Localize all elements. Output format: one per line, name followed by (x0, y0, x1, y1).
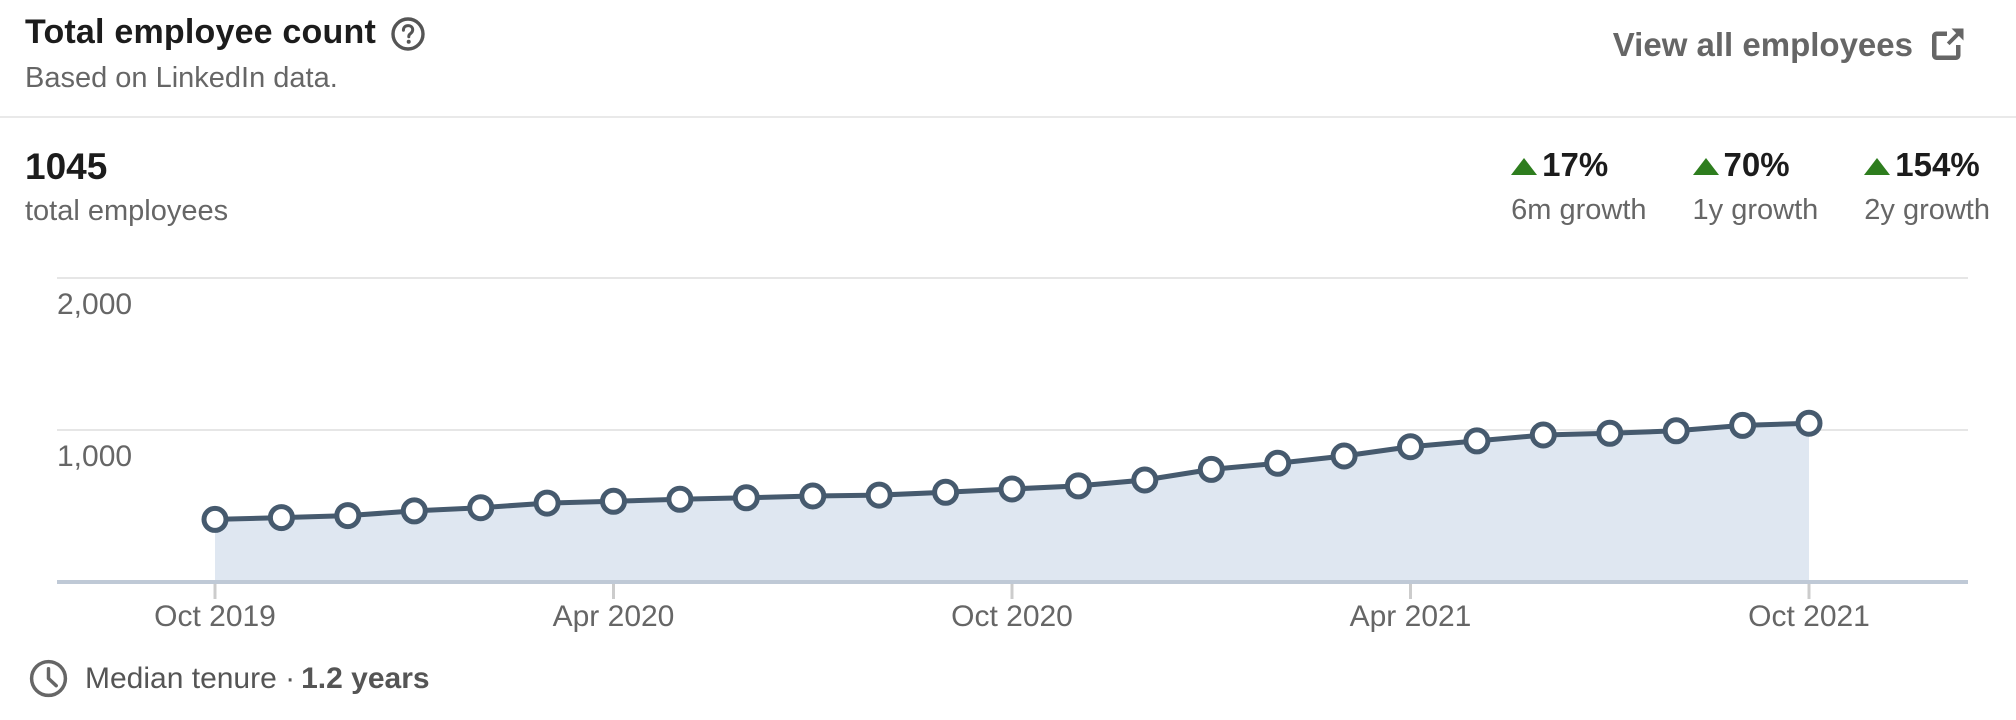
data-point[interactable] (1064, 472, 1092, 500)
data-point[interactable] (1131, 466, 1159, 494)
question-circle-icon[interactable] (390, 16, 426, 52)
external-link-icon (1932, 28, 1964, 60)
x-axis-label: Oct 2021 (1748, 600, 1870, 633)
data-point[interactable] (1463, 427, 1491, 455)
data-point[interactable] (799, 482, 827, 510)
growth-stats: 17% 6m growth 70% 1y growth 154% 2y grow… (1511, 146, 1990, 227)
total-employee-label: total employees (25, 195, 229, 227)
page-title: Total employee count (25, 12, 376, 51)
header-divider (0, 116, 2016, 118)
data-point[interactable] (1529, 421, 1557, 449)
data-point[interactable] (533, 489, 561, 517)
y-axis-label: 1,000 (57, 440, 132, 473)
area-fill (215, 423, 1809, 582)
chart-area: 1,000 2,000 Oct 2019 Apr 2020 Oct 2020 Apr 20… (0, 240, 2016, 640)
growth-6m-value: 17% (1542, 146, 1609, 183)
data-point[interactable] (1197, 455, 1225, 483)
x-axis-label: Apr 2020 (553, 600, 675, 633)
data-point[interactable] (932, 478, 960, 506)
employee-count-chart: 1,000 2,000 Oct 2019 Apr 2020 Oct 2020 Apr 20… (57, 277, 1968, 633)
data-point[interactable] (865, 481, 893, 509)
data-point[interactable] (400, 497, 428, 525)
data-point[interactable] (1397, 433, 1424, 461)
growth-2y: 154% 2y growth (1864, 146, 1990, 227)
growth-up-arrow-icon (1864, 157, 1891, 175)
y-axis-label: 2,000 (57, 288, 132, 321)
data-point[interactable] (666, 485, 694, 513)
view-all-employees-link[interactable]: View all employees (1613, 26, 1965, 64)
data-point[interactable] (732, 484, 760, 512)
median-tenure-row: Median tenure · 1.2 years (28, 658, 430, 699)
data-point[interactable] (1662, 417, 1690, 445)
data-point[interactable] (267, 504, 295, 532)
growth-1y-value: 70% (1723, 146, 1790, 183)
clock-icon (29, 659, 68, 698)
median-tenure-label: Median tenure · (85, 661, 296, 695)
growth-2y-value: 154% (1895, 146, 1980, 183)
x-axis-label: Oct 2019 (154, 600, 276, 633)
card-subtitle: Based on LinkedIn data. (25, 62, 338, 94)
data-point[interactable] (1264, 449, 1292, 477)
data-point[interactable] (467, 494, 495, 522)
view-all-label: View all employees (1612, 26, 1913, 63)
data-point[interactable] (1729, 411, 1757, 439)
data-point[interactable] (1330, 442, 1358, 470)
data-point[interactable] (1596, 419, 1624, 447)
median-tenure-value: 1.2 years (301, 661, 430, 695)
total-employee-count: 1045 (25, 146, 108, 187)
x-axis-label: Oct 2020 (951, 600, 1073, 633)
growth-2y-label: 2y growth (1864, 194, 1990, 226)
card-header: Total employee count Based on LinkedIn d… (25, 12, 1991, 95)
growth-up-arrow-icon (1511, 157, 1538, 175)
growth-1y-label: 1y growth (1692, 194, 1819, 226)
growth-6m-label: 6m growth (1511, 194, 1647, 226)
data-point[interactable] (998, 475, 1026, 503)
total-employees-block: 1045 total employees (25, 146, 228, 228)
data-point[interactable] (1795, 409, 1823, 437)
data-point[interactable] (201, 505, 229, 533)
growth-6m: 17% 6m growth (1511, 146, 1647, 227)
x-axis-label: Apr 2021 (1350, 600, 1472, 633)
growth-up-arrow-icon (1692, 157, 1719, 175)
data-point[interactable] (334, 502, 362, 530)
growth-1y: 70% 1y growth (1692, 146, 1819, 227)
data-point[interactable] (600, 487, 627, 515)
